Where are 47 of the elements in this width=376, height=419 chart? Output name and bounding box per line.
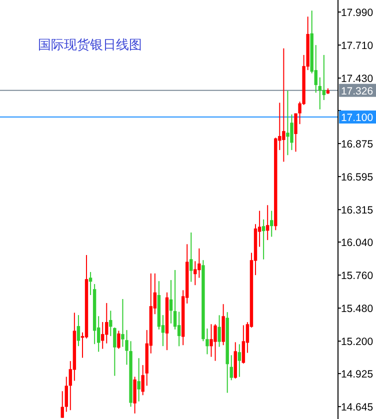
candlestick (60, 390, 64, 418)
candlestick (218, 314, 221, 348)
text: 国际现货银日线图 (38, 37, 142, 52)
y-tick-label: 15.480 (340, 303, 374, 316)
candlestick (141, 364, 144, 396)
candlestick (270, 210, 274, 238)
candlestick (230, 354, 233, 381)
y-tick-label: 16.040 (340, 237, 374, 250)
candlestick (101, 322, 104, 350)
y-tick-label: 14.925 (340, 368, 374, 381)
candlestick (113, 326, 116, 376)
candlestick (169, 280, 173, 324)
candlestick (105, 302, 108, 344)
y-tick-label: 17.990 (340, 7, 374, 20)
candlestick (117, 330, 120, 350)
candlestick (322, 54, 326, 101)
candlestick (318, 76, 322, 110)
y-tick-label: 16.315 (340, 204, 374, 217)
candlestick (242, 324, 246, 364)
candlestick (133, 376, 136, 414)
candlestick (290, 114, 294, 151)
y-tick-label: 17.430 (340, 73, 374, 86)
y-tick-label: 16.875 (340, 138, 374, 151)
candlestick (137, 358, 140, 402)
candlestick (266, 204, 270, 241)
candlestick (282, 48, 286, 162)
candlestick (286, 90, 290, 156)
candlestick (177, 311, 181, 347)
y-tick-label: 15.200 (340, 336, 374, 348)
candlestick (190, 232, 193, 282)
candlestick (64, 376, 68, 412)
candlestick (88, 272, 92, 296)
candlestick (76, 314, 80, 347)
y-tick-label: 16.595 (340, 172, 374, 184)
candlestick (294, 112, 298, 152)
candlestick (109, 310, 112, 337)
candlestick (198, 248, 201, 278)
candlestick (214, 324, 217, 362)
candlestick (121, 298, 124, 348)
y-tick-label: 14.645 (340, 402, 374, 414)
ref-line-label: 17.100 (340, 112, 374, 124)
ref-line-label: 17.326 (340, 85, 374, 98)
y-tick-label: 17.710 (340, 40, 374, 52)
candlestick (210, 324, 213, 358)
y-tick-label: 15.760 (340, 270, 374, 282)
candlestick (238, 344, 242, 378)
candlestick (262, 218, 266, 260)
